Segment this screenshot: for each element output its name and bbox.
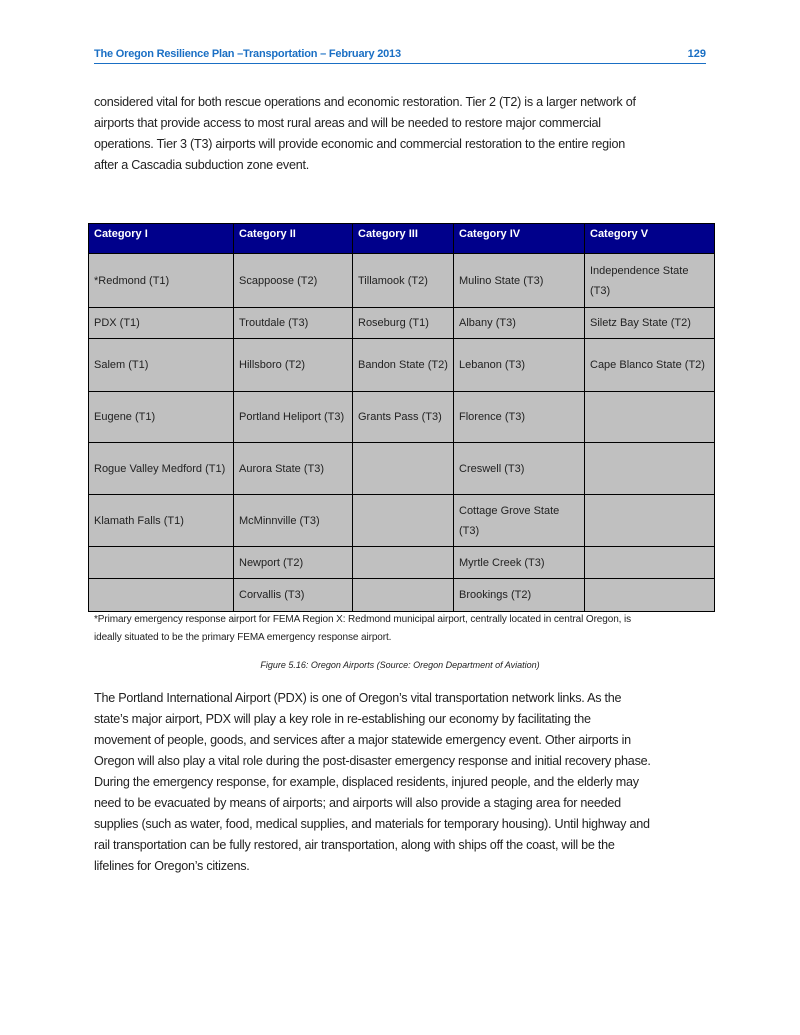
table-cell: Siletz Bay State (T2) [584, 307, 715, 339]
table-cell: Newport (T2) [233, 546, 353, 579]
table-cell [88, 578, 234, 612]
column-header: Category I [88, 223, 234, 254]
table-cell [352, 494, 454, 547]
table-cell [584, 442, 715, 495]
table-header-row: Category I Category II Category III Categor… [88, 223, 715, 254]
figure-caption: Figure 5.16: Oregon Airports (Source: Or… [260, 660, 540, 670]
column-header: Category III [352, 223, 454, 254]
table-cell: Roseburg (T1) [352, 307, 454, 339]
page-number[interactable]: 129 [687, 48, 706, 60]
table-cell: Florence (T3) [453, 391, 585, 443]
text-line: The Portland International Airport (PDX)… [94, 691, 622, 705]
table-cell [352, 546, 454, 579]
table-cell: Troutdale (T3) [233, 307, 353, 339]
airports-table: Category I Category II Category III Categor… [88, 223, 715, 612]
table-cell: Eugene (T1) [88, 391, 234, 443]
table-cell: Corvallis (T3) [233, 578, 353, 612]
table-cell: Independence State (T3) [584, 253, 715, 308]
table-cell: Hillsboro (T2) [233, 338, 353, 392]
table-cell: Salem (T1) [88, 338, 234, 392]
text-line: after a Cascadia subduction zone event. [94, 158, 309, 172]
table-cell: Lebanon (T3) [453, 338, 585, 392]
table-cell: Portland Heliport (T3) [233, 391, 353, 443]
table-row: *Redmond (T1) Scappoose (T2) Tillamook (T2… [88, 253, 715, 308]
table-cell: Rogue Valley Medford (T1) [88, 442, 234, 495]
text-line: Oregon will also play a vital role durin… [94, 754, 651, 768]
table-cell: Tillamook (T2) [352, 253, 454, 308]
table-cell: Mulino State (T3) [453, 253, 585, 308]
table-cell: *Redmond (T1) [88, 253, 234, 308]
table-row: PDX (T1) Troutdale (T3) Roseburg (T1) Alban… [88, 307, 715, 339]
table-cell: Myrtle Creek (T3) [453, 546, 585, 579]
text-line: lifelines for Oregon’s citizens. [94, 859, 250, 873]
text-line: *Primary emergency response airport for … [94, 614, 632, 625]
table-cell [584, 494, 715, 547]
intro-paragraph: considered vital for both rescue operati… [94, 92, 636, 176]
text-line: need to be evacuated by means of airport… [94, 796, 621, 810]
table-cell: Brookings (T2) [453, 578, 585, 612]
text-line: During the emergency response, for examp… [94, 775, 639, 789]
text-line: state’s major airport, PDX will play a k… [94, 712, 591, 726]
column-header: Category IV [453, 223, 585, 254]
table-cell: Albany (T3) [453, 307, 585, 339]
table-row: Newport (T2) Myrtle Creek (T3) [88, 546, 715, 579]
table-row: Eugene (T1) Portland Heliport (T3) Grants … [88, 391, 715, 443]
table-cell: PDX (T1) [88, 307, 234, 339]
table-cell: Klamath Falls (T1) [88, 494, 234, 547]
table-cell [88, 546, 234, 579]
table-cell [352, 442, 454, 495]
table-row: Salem (T1) Hillsboro (T2) Bandon State (T2… [88, 338, 715, 392]
table-cell: Scappoose (T2) [233, 253, 353, 308]
table-cell: Creswell (T3) [453, 442, 585, 495]
text-line: operations. Tier 3 (T3) airports will pr… [94, 137, 625, 151]
text-line: airports that provide access to most rur… [94, 116, 601, 130]
text-line: rail transportation can be fully restore… [94, 838, 615, 852]
table-cell [352, 578, 454, 612]
table-cell: Aurora State (T3) [233, 442, 353, 495]
text-line: ideally situated to be the primary FEMA … [94, 632, 392, 643]
running-header: The Oregon Resilience Plan –Transportati… [94, 48, 706, 64]
body-paragraph: The Portland International Airport (PDX)… [94, 688, 651, 877]
table-footnote: *Primary emergency response airport for … [94, 611, 631, 647]
text-line: considered vital for both rescue operati… [94, 95, 636, 109]
table-cell: McMinnville (T3) [233, 494, 353, 547]
text-line: supplies (such as water, food, medical s… [94, 817, 650, 831]
table-cell [584, 578, 715, 612]
table-cell [584, 546, 715, 579]
text-line: movement of people, goods, and services … [94, 733, 631, 747]
table-cell: Grants Pass (T3) [352, 391, 454, 443]
table-cell [584, 391, 715, 443]
column-header: Category V [584, 223, 715, 254]
table-cell: Cape Blanco State (T2) [584, 338, 715, 392]
column-header: Category II [233, 223, 353, 254]
table-cell: Cottage Grove State (T3) [453, 494, 585, 547]
table-row: Corvallis (T3) Brookings (T2) [88, 578, 715, 612]
table-cell: Bandon State (T2) [352, 338, 454, 392]
table-row: Klamath Falls (T1) McMinnville (T3) Cottag… [88, 494, 715, 547]
table-row: Rogue Valley Medford (T1) Aurora State (T… [88, 442, 715, 495]
document-title[interactable]: The Oregon Resilience Plan –Transportati… [94, 48, 401, 60]
